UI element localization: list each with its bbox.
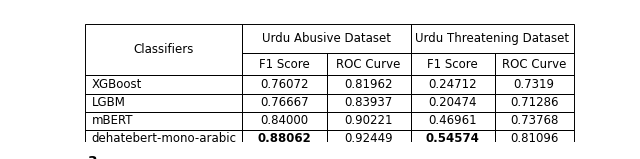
Bar — [411, 24, 573, 53]
Bar — [326, 75, 411, 93]
Bar — [411, 112, 495, 130]
Text: 0.84000: 0.84000 — [260, 114, 308, 127]
Bar — [243, 75, 326, 93]
Bar — [495, 53, 573, 75]
Text: mBERT: mBERT — [92, 114, 133, 127]
Text: 0.83937: 0.83937 — [344, 96, 393, 109]
Text: Urdu Threatening Dataset: Urdu Threatening Dataset — [415, 32, 569, 45]
Text: LGBM: LGBM — [92, 96, 125, 109]
Text: 0.71286: 0.71286 — [510, 96, 559, 109]
Bar — [495, 75, 573, 93]
Text: 0.24712: 0.24712 — [428, 78, 477, 91]
Bar — [85, 130, 243, 148]
Bar — [495, 130, 573, 148]
Text: Classifiers: Classifiers — [134, 43, 194, 56]
Text: 0.88062: 0.88062 — [257, 132, 311, 145]
Text: 0.81096: 0.81096 — [510, 132, 558, 145]
Text: 0.92449: 0.92449 — [344, 132, 393, 145]
Text: 0.54574: 0.54574 — [426, 132, 479, 145]
Bar — [411, 53, 495, 75]
Bar — [85, 75, 243, 93]
Text: dehatebert-mono-arabic: dehatebert-mono-arabic — [92, 132, 236, 145]
Bar — [243, 24, 411, 53]
Bar — [326, 130, 411, 148]
Bar — [85, 93, 243, 112]
Text: 0.73768: 0.73768 — [510, 114, 558, 127]
Bar — [243, 93, 326, 112]
Bar — [495, 112, 573, 130]
Text: XGBoost: XGBoost — [92, 78, 142, 91]
Text: Urdu Abusive Dataset: Urdu Abusive Dataset — [262, 32, 391, 45]
Text: 0.81962: 0.81962 — [344, 78, 393, 91]
Text: 0.90221: 0.90221 — [344, 114, 393, 127]
Bar — [411, 93, 495, 112]
Bar — [411, 75, 495, 93]
Bar — [85, 24, 243, 75]
Text: 0.46961: 0.46961 — [428, 114, 477, 127]
Text: F1 Score: F1 Score — [428, 58, 478, 71]
Bar — [243, 53, 326, 75]
Text: 0.7319: 0.7319 — [514, 78, 555, 91]
Bar — [495, 93, 573, 112]
Bar — [243, 112, 326, 130]
Bar — [411, 130, 495, 148]
Bar — [243, 130, 326, 148]
Text: 0.76667: 0.76667 — [260, 96, 308, 109]
Text: 3: 3 — [88, 155, 97, 159]
Bar — [326, 112, 411, 130]
Text: ROC Curve: ROC Curve — [502, 58, 566, 71]
Text: F1 Score: F1 Score — [259, 58, 310, 71]
Text: ROC Curve: ROC Curve — [337, 58, 401, 71]
Bar — [326, 93, 411, 112]
Text: 0.76072: 0.76072 — [260, 78, 308, 91]
Text: 0.20474: 0.20474 — [429, 96, 477, 109]
Bar — [326, 53, 411, 75]
Bar — [85, 112, 243, 130]
